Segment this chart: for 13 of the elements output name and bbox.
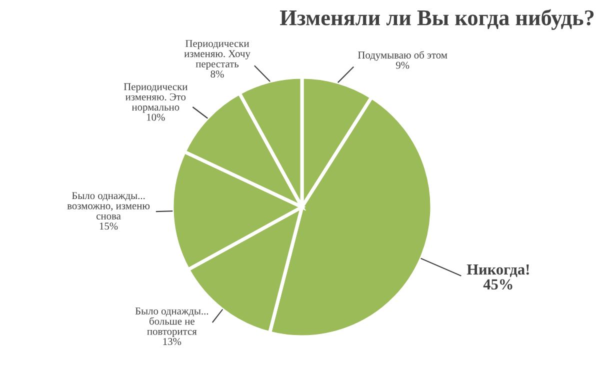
slice-label: Было однажды... возможно, изменю снова: [67, 192, 150, 220]
slice-label: Периодически изменяю. Хочу перестать: [184, 40, 250, 70]
data-label: 15%: [100, 222, 118, 230]
slice-label: Было однажды... больше не повторится: [135, 308, 208, 337]
data-label: 8%: [210, 70, 224, 78]
slice-label: Подумываю об этом: [358, 51, 448, 61]
slice-label: Периодически изменяю. Это нормально: [124, 83, 188, 113]
data-label: 13%: [163, 338, 182, 346]
chart-title: Изменяли ли Вы когда нибудь?: [280, 9, 594, 30]
slice-label: Никогда!: [466, 264, 529, 278]
data-label: 9%: [396, 62, 410, 69]
data-label: 45%: [483, 279, 512, 290]
data-label: 10%: [147, 114, 165, 121]
